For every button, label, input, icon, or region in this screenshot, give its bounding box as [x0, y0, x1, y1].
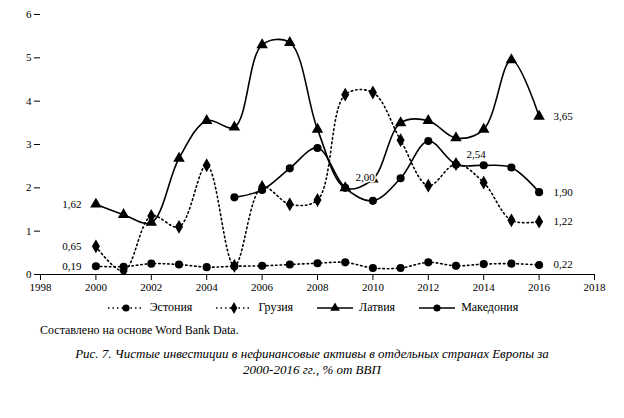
svg-text:1,22: 1,22: [553, 215, 572, 227]
html-text:Эстония: Эстония: [149, 300, 193, 314]
svg-text:2014: 2014: [473, 281, 496, 293]
svg-text:0,65: 0,65: [62, 240, 82, 252]
svg-text:4: 4: [26, 95, 32, 107]
svg-text:1998: 1998: [30, 281, 53, 293]
html-text:Составлено на основе Word Bank: Составлено на основе Word Bank Data.: [40, 323, 239, 337]
svg-text:3: 3: [26, 138, 32, 150]
svg-text:2010: 2010: [362, 281, 385, 293]
svg-text:0: 0: [26, 268, 32, 280]
svg-text:2000: 2000: [85, 281, 108, 293]
svg-text:1: 1: [26, 225, 32, 237]
svg-text:2004: 2004: [196, 281, 219, 293]
svg-text:2002: 2002: [140, 281, 162, 293]
html-text:Латвия: Латвия: [359, 300, 396, 314]
svg-text:0,22: 0,22: [553, 258, 572, 270]
svg-text:2012: 2012: [417, 281, 439, 293]
svg-text:2018: 2018: [584, 281, 607, 293]
svg-text:1,90: 1,90: [553, 186, 573, 198]
svg-text:5: 5: [26, 51, 32, 63]
svg-text:2008: 2008: [307, 281, 330, 293]
svg-text:6: 6: [26, 8, 32, 20]
svg-text:2,00: 2,00: [356, 171, 376, 183]
svg-text:0,19: 0,19: [62, 260, 82, 272]
svg-text:2016: 2016: [528, 281, 551, 293]
svg-text:3,65: 3,65: [553, 110, 573, 122]
html-text:Грузия: Грузия: [258, 300, 294, 314]
html-text:Рис. 7. Чистые инвестиции в не: Рис. 7. Чистые инвестиции в нефинансовые…: [75, 346, 549, 378]
svg-text:2: 2: [26, 181, 32, 193]
html-text:Македония: Македония: [461, 300, 519, 314]
svg-text:2006: 2006: [251, 281, 274, 293]
svg-text:1,62: 1,62: [62, 198, 81, 210]
svg-text:2,54: 2,54: [466, 148, 486, 160]
